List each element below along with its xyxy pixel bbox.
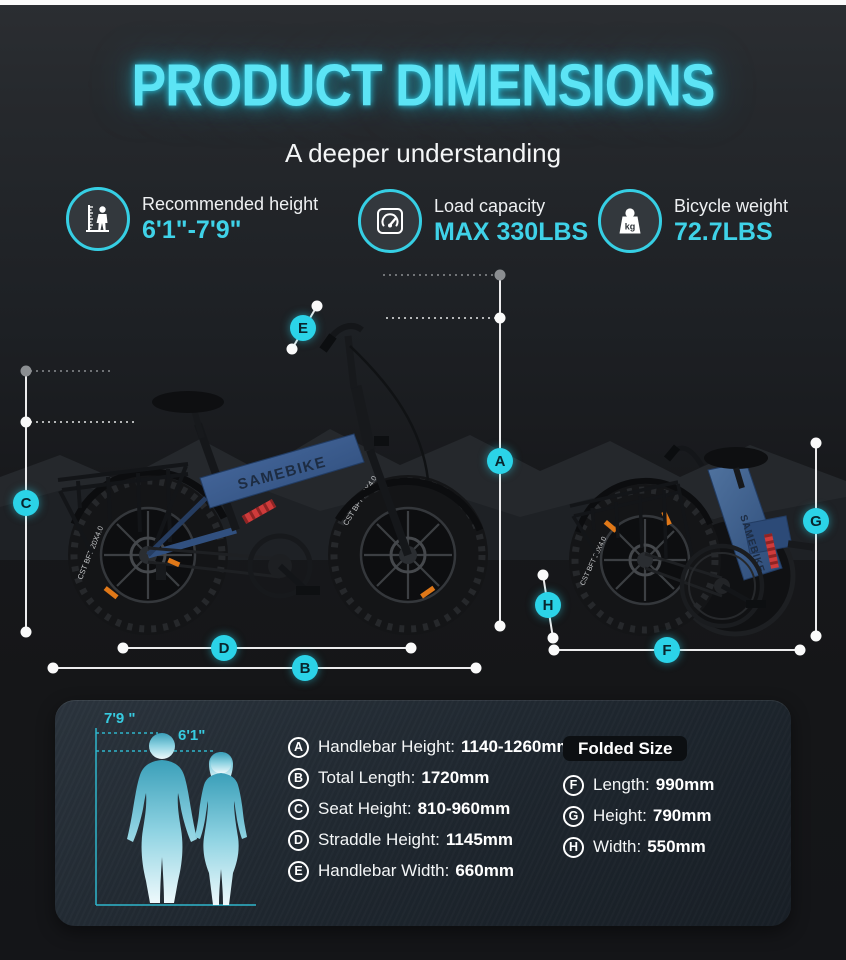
badge-label: Recommended height <box>142 193 319 214</box>
spec-label: Height: <box>593 806 647 825</box>
spec-row-h: H Width: 550mm <box>563 836 714 858</box>
gauge-icon <box>358 189 422 253</box>
spec-label: Handlebar Height: <box>318 737 456 756</box>
marker-h: H <box>535 592 561 618</box>
badge-label: Bicycle weight <box>674 195 789 216</box>
spec-row-a: A Handlebar Height: 1140-1260mm <box>288 736 572 758</box>
spec-label: Straddle Height: <box>318 830 440 849</box>
spec-key: A <box>288 736 309 758</box>
folded-frame: SAMEBIKE <box>663 444 815 581</box>
spec-key: B <box>288 767 309 789</box>
tall-height-label: 7'9 " <box>104 710 136 727</box>
folded-rack <box>569 480 694 559</box>
rear-rack <box>57 462 189 554</box>
marker-g: G <box>803 508 829 534</box>
height-comparison-figures <box>95 728 256 906</box>
badge-load-capacity: Load capacity MAX 330LBS <box>358 189 588 253</box>
spec-value: 1145mm <box>445 830 514 849</box>
marker-c: C <box>13 490 39 516</box>
spec-row-d: D Straddle Height: 1145mm <box>288 829 572 851</box>
folded-fender <box>575 477 713 533</box>
page-subtitle: A deeper understanding <box>284 138 562 168</box>
badge-recommended-height: Recommended height 6'1"-7'9" <box>66 187 318 251</box>
spec-value: 1140-1260mm <box>461 737 572 756</box>
spec-key: C <box>288 798 309 820</box>
dimension-line-d <box>117 642 417 654</box>
dimension-line-a <box>383 269 506 632</box>
rear-wheel-folded: CST BFT 20X4.0 <box>569 484 721 636</box>
spec-value: 790mm <box>652 806 712 825</box>
badge-value: MAX 330LBS <box>434 218 589 247</box>
figure-measure-lines <box>95 728 256 906</box>
spec-row-e: E Handlebar Width: 660mm <box>288 860 572 882</box>
spec-value: 660mm <box>455 861 514 880</box>
spec-label: Seat Height: <box>318 799 412 818</box>
drivetrain <box>147 533 320 599</box>
folded-size-badge: Folded Size <box>563 736 688 761</box>
folded-bike-image: CST BFT 20X4.0 SAMEBIKE <box>569 444 815 637</box>
spec-row-b: B Total Length: 1720mm <box>288 767 572 789</box>
front-fender <box>335 477 484 532</box>
dimension-line-b <box>47 662 482 674</box>
folded-drivetrain <box>644 543 766 629</box>
svg-text:kg: kg <box>625 222 636 232</box>
spec-value: 550mm <box>647 837 706 856</box>
spec-label: Width: <box>593 837 642 856</box>
spec-key: H <box>563 836 584 858</box>
spec-key: F <box>563 774 584 796</box>
page-title: PRODUCT DIMENSIONS <box>131 52 716 120</box>
badge-label: Load capacity <box>434 195 546 216</box>
main-bike-image: CST BFT 20X4.0 CST BFT 20X4.0 <box>57 323 488 635</box>
spec-row-f: F Length: 990mm <box>563 774 714 796</box>
height-ruler-icon <box>66 187 130 251</box>
spec-label: Handlebar Width: <box>318 861 450 880</box>
badge-value: 6'1"-7'9" <box>142 216 242 245</box>
spec-value: 990mm <box>655 775 715 794</box>
marker-f: F <box>654 637 680 663</box>
badge-value: 72.7LBS <box>674 218 773 247</box>
short-height-label: 6'1" <box>178 727 206 744</box>
spec-value: 1720mm <box>421 768 490 787</box>
spec-label: Total Length: <box>318 768 416 787</box>
marker-a: A <box>487 448 513 474</box>
spec-row-c: C Seat Height: 810-960mm <box>288 798 572 820</box>
marker-b: B <box>292 655 318 681</box>
spec-key: E <box>288 860 309 882</box>
spec-key: D <box>288 829 309 851</box>
spec-row-g: G Height: 790mm <box>563 805 714 827</box>
dimension-line-g <box>810 437 822 642</box>
weight-kg-icon: kg <box>598 189 662 253</box>
male-silhouette <box>127 733 197 903</box>
spec-list-folded: Folded Size F Length: 990mm G Height: 79… <box>563 736 714 858</box>
female-silhouette <box>195 752 247 905</box>
spec-key: G <box>563 805 584 827</box>
marker-e: E <box>290 315 316 341</box>
spec-label: Length: <box>593 775 650 794</box>
top-white-strip <box>0 0 846 5</box>
spec-list-unfolded: A Handlebar Height: 1140-1260mm B Total … <box>288 736 572 882</box>
badge-bicycle-weight: kg Bicycle weight 72.7LBS <box>598 189 788 253</box>
spec-value: 810-960mm <box>417 799 511 818</box>
dimension-lines-overlay <box>20 269 822 674</box>
marker-d: D <box>211 635 237 661</box>
